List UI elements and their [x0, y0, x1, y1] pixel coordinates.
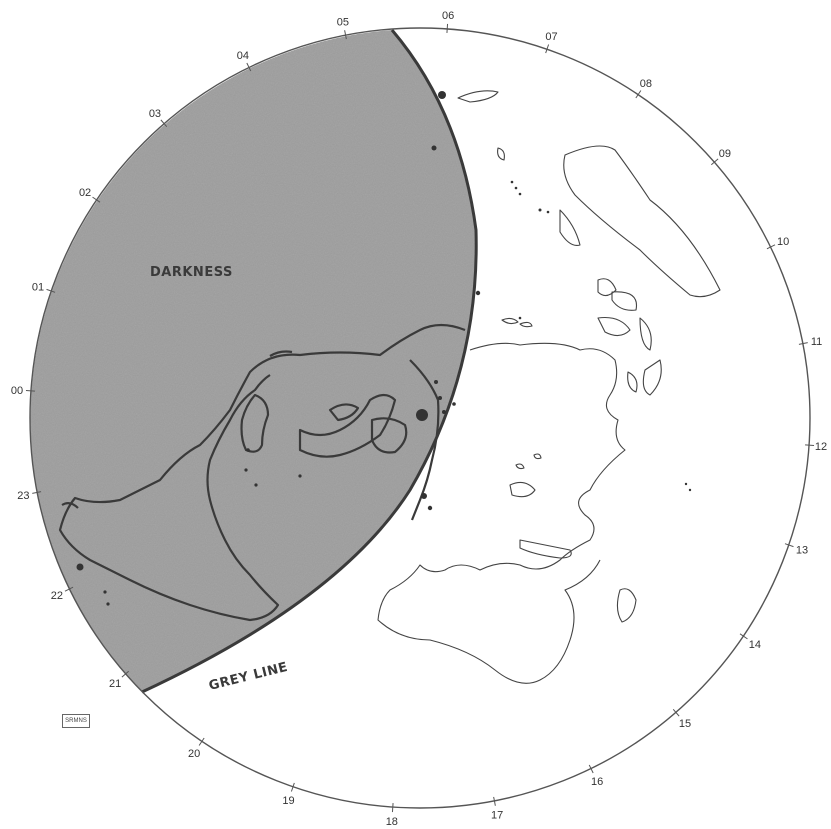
hour-tick-00: [25, 389, 35, 392]
hour-tick-11: [798, 342, 808, 345]
coast-arctic-island-2: [497, 147, 505, 161]
hour-label-21: 21: [109, 678, 121, 690]
hour-label-02: 02: [79, 187, 91, 199]
hour-label-01: 01: [32, 281, 44, 293]
hour-tick-17: [493, 796, 496, 806]
hour-label-18: 18: [386, 816, 398, 828]
hour-label-16: 16: [591, 776, 603, 788]
hour-label-10: 10: [777, 236, 789, 248]
hour-tick-22: [64, 586, 74, 592]
hour-tick-01: [46, 288, 56, 293]
hour-tick-06: [446, 23, 449, 33]
hour-tick-15: [672, 708, 680, 717]
map-boundary-ring: [29, 27, 811, 809]
hour-tick-marks: [25, 23, 815, 813]
hour-label-15: 15: [679, 718, 691, 730]
coast-dark-arc-north: [269, 350, 293, 357]
darkness-label: DARKNESS: [150, 265, 233, 280]
coast-dark-channel: [328, 403, 360, 422]
hour-tick-09: [710, 158, 719, 166]
coastlines-dark: [58, 91, 481, 622]
coast-dark-coast-west: [61, 501, 79, 509]
hour-tick-05: [344, 30, 347, 40]
hour-tick-13: [784, 543, 794, 548]
hour-tick-21: [121, 670, 130, 678]
hour-label-05: 05: [337, 16, 349, 28]
stamp-label: SRMNS: [62, 714, 90, 728]
hour-tick-10: [766, 244, 776, 250]
coast-archipelago: [559, 209, 652, 351]
coast-island-dots: [510, 180, 692, 492]
hour-label-03: 03: [149, 108, 161, 120]
hour-label-14: 14: [749, 639, 761, 651]
coast-small-isle-a: [501, 317, 533, 328]
coast-dark-lakes: [298, 393, 397, 458]
hour-label-08: 08: [640, 78, 652, 90]
hour-tick-07: [545, 44, 550, 54]
hour-tick-18: [391, 803, 394, 813]
coast-dark-dots: [76, 91, 481, 606]
hour-label-19: 19: [282, 795, 294, 807]
hour-tick-12: [805, 444, 815, 447]
hour-label-07: 07: [545, 31, 557, 43]
hour-label-13: 13: [796, 545, 808, 557]
hour-tick-16: [588, 764, 594, 774]
hour-label-00: 00: [11, 385, 23, 397]
coast-dark-east: [409, 359, 440, 521]
coast-island-mid: [509, 481, 536, 498]
hour-label-12: 12: [815, 441, 827, 453]
coastlines-lit: [377, 90, 721, 684]
coast-dark-main: [58, 323, 466, 622]
hour-tick-03: [160, 119, 168, 128]
coast-island-south: [616, 588, 637, 623]
hour-tick-14: [739, 633, 748, 640]
terminator-line: [141, 29, 478, 694]
hour-tick-04: [246, 62, 252, 72]
coast-greenland: [563, 145, 721, 298]
hour-labels: 00 01 02 03 04 05 06 07 08 09 10 11 12 13 14 15 16 17 18 19…: [11, 10, 827, 828]
coast-island-small: [515, 453, 542, 470]
coast-landmass-east: [627, 359, 662, 396]
hour-label-09: 09: [719, 148, 731, 160]
coast-arctic-island: [457, 90, 499, 103]
hour-label-11: 11: [811, 336, 822, 348]
hour-label-04: 04: [237, 50, 249, 62]
coast-dark-bay: [240, 393, 270, 453]
hour-label-06: 06: [442, 10, 454, 22]
hour-label-22: 22: [51, 590, 63, 602]
hour-label-23: 23: [17, 490, 29, 502]
coast-peninsula: [519, 539, 572, 559]
coast-dark-inlet: [370, 417, 408, 454]
coast-main-landmass: [377, 342, 626, 684]
hour-label-17: 17: [491, 810, 503, 822]
hour-tick-02: [92, 196, 101, 203]
hour-tick-08: [635, 90, 642, 99]
hour-tick-20: [198, 737, 205, 746]
hour-tick-23: [32, 491, 42, 494]
grey-line-label: GREY LINE: [207, 660, 289, 694]
hour-label-20: 20: [188, 748, 200, 760]
darkness-texture: [30, 30, 477, 692]
hour-tick-19: [290, 782, 295, 792]
